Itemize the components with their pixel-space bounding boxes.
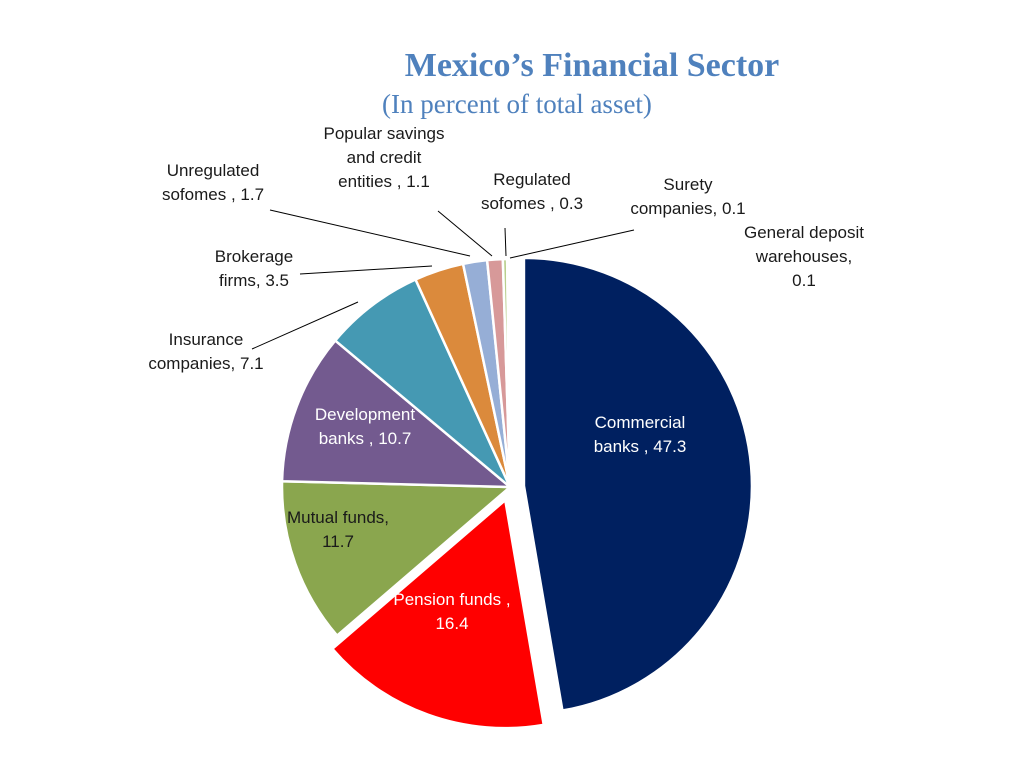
label-line: Development [315,405,415,424]
label-brokerage-firms: Brokerage firms, 3.5 [215,247,293,290]
slice-mutual-funds [280,480,512,637]
label-line: sofomes , 0.3 [481,194,583,213]
slice-pension-funds [331,498,546,730]
label-line: sofomes , 1.7 [162,185,264,204]
label-line: 11.7 [322,532,354,551]
label-line: banks , 47.3 [594,437,687,456]
leader-line-brokerage-firms [299,265,433,275]
leader-line-surety-companies [509,229,635,259]
chart-title: Mexico’s Financial Sector [405,47,780,84]
slice-insurance-companies [333,278,512,489]
label-line: firms, 3.5 [219,271,289,290]
label-unregulated-sofomes: Unregulated sofomes , 1.7 [162,161,264,204]
label-popular-savings-and-credit-entities: Popular savings and credit entities , 1.1 [324,124,445,191]
label-mutual-funds: Mutual funds, 11.7 [287,508,389,551]
slice-labels: Commercial banks , 47.3 Pension funds , 16.… [148,124,864,633]
label-line: Commercial [595,413,686,432]
label-regulated-sofomes: Regulated sofomes , 0.3 [481,170,583,213]
slice-general-deposit-warehouses [507,257,512,489]
label-development-banks: Development banks , 10.7 [315,405,415,448]
slice-development-banks [280,339,512,489]
label-line: Unregulated [167,161,260,180]
chart-subtitle: (In percent of total asset) [382,89,652,119]
label-surety-companies: Surety companies, 0.1 [630,175,745,218]
pie-slices [280,256,754,730]
label-line: and credit [347,148,422,167]
label-line: General deposit [744,223,864,242]
label-pension-funds: Pension funds , 16.4 [393,590,510,633]
label-line: 0.1 [792,271,816,290]
leader-line-regulated-sofomes [504,227,507,257]
label-insurance-companies: Insurance companies, 7.1 [148,330,263,373]
label-line: Popular savings [324,124,445,143]
label-line: Pension funds , [393,590,510,609]
label-line: Insurance [169,330,244,349]
leader-line-insurance-companies [251,301,359,350]
leader-line-unregulated-sofomes [269,209,471,257]
label-line: companies, 7.1 [148,354,263,373]
label-line: companies, 0.1 [630,199,745,218]
slice-commercial-banks [522,256,754,712]
label-commercial-banks: Commercial banks , 47.3 [594,413,687,456]
label-line: banks , 10.7 [319,429,412,448]
label-line: Brokerage [215,247,293,266]
label-general-deposit-warehouses: General deposit warehouses, 0.1 [744,223,864,290]
label-line: 16.4 [435,614,468,633]
label-line: entities , 1.1 [338,172,430,191]
label-line: Regulated [493,170,571,189]
leader-lines [251,209,635,350]
label-line: Surety [663,175,713,194]
leader-line-popular-savings-and-credit-entities [437,210,493,257]
label-line: warehouses, [755,247,852,266]
label-line: Mutual funds, [287,508,389,527]
